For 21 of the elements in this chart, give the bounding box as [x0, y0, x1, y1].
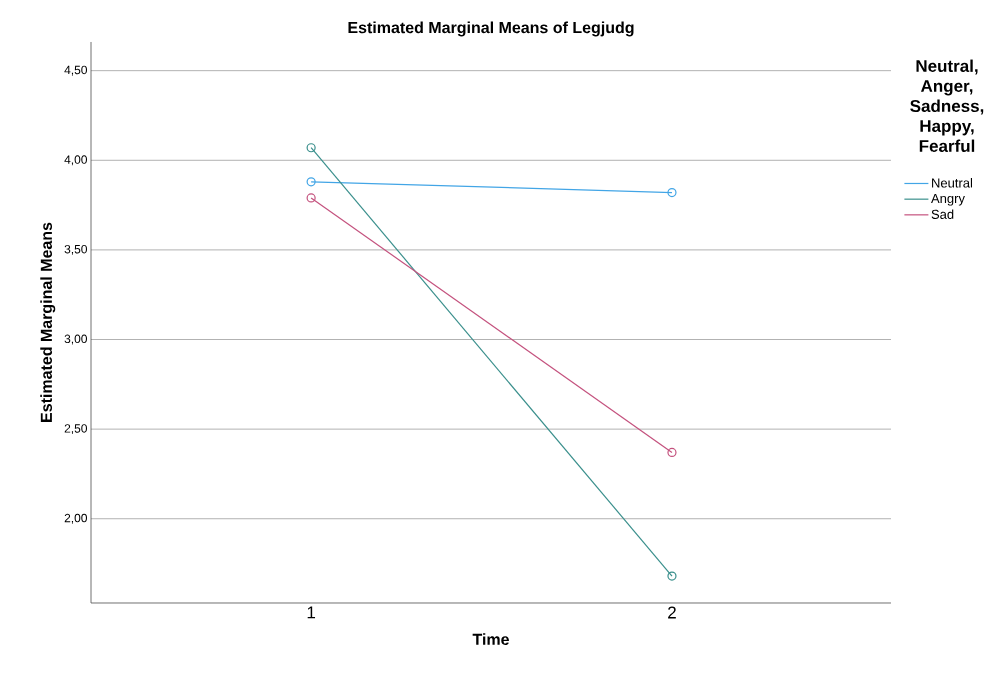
x-axis-title: Time — [472, 633, 509, 645]
y-tick-label: 2,00 — [64, 513, 88, 524]
legend-label: Neutral — [932, 178, 973, 188]
chart-title: Estimated Marginal Means of Legjudg — [348, 21, 634, 37]
y-axis-title: Estimated Marginal Means — [40, 222, 56, 422]
legend-title: Neutral, Anger, Sadness, Happy, Fearful — [910, 59, 984, 153]
point — [306, 177, 316, 187]
legend-label: Sad — [931, 209, 954, 219]
point — [306, 143, 316, 153]
point — [667, 187, 677, 198]
y-tick-label: 2,50 — [64, 424, 88, 435]
y-tick-label: 4,50 — [64, 65, 88, 76]
point — [667, 571, 677, 581]
x-tick-label: 2 — [668, 606, 676, 619]
y-tick-label: 3,00 — [64, 334, 88, 345]
point — [306, 193, 316, 203]
y-tick-label: 4,00 — [64, 155, 88, 166]
x-tick-label: 1 — [307, 606, 316, 619]
legend-label: Angry — [931, 193, 965, 206]
point — [667, 447, 677, 458]
y-tick-label: 3,50 — [64, 244, 88, 255]
